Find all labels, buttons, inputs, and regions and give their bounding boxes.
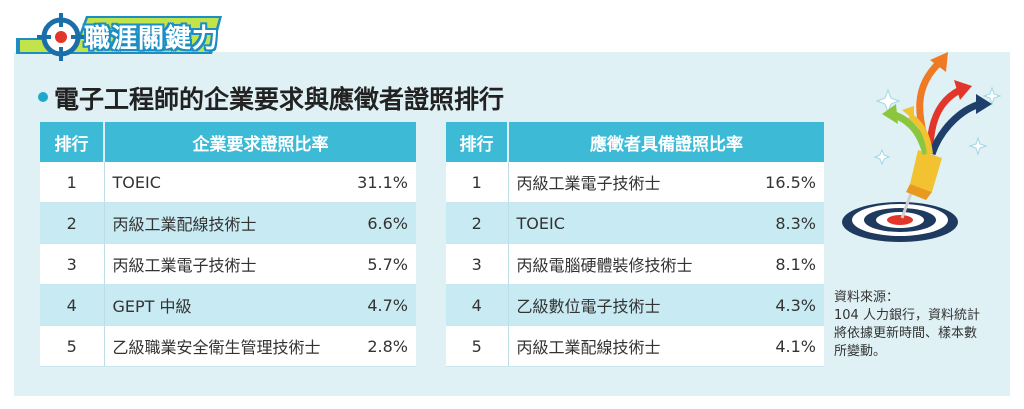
- bullet-icon: [38, 92, 48, 102]
- pct-cell: 8.1%: [744, 243, 824, 285]
- header-rank: 排行: [446, 122, 509, 162]
- rank-cell: 3: [40, 243, 105, 285]
- cert-cell: 丙級工業配線技術士: [104, 202, 342, 244]
- crosshair-icon: [37, 13, 85, 61]
- rank-cell: 4: [446, 284, 509, 326]
- cert-cell: TOEIC: [104, 162, 342, 203]
- cert-cell: 乙級職業安全衛生管理技術士: [104, 325, 342, 367]
- table-row: 3 丙級工業電子技術士 5.7%: [40, 243, 416, 285]
- source-text: 104 人力銀行，資料統計將依據更新時間、樣本數所變動。: [834, 308, 980, 359]
- cert-cell: 丙級工業電子技術士: [104, 243, 342, 285]
- rank-cell: 2: [446, 202, 509, 244]
- banner-title: 職涯關鍵力: [84, 24, 220, 54]
- section-title: 電子工程師的企業要求與應徵者證照排行: [38, 80, 504, 116]
- table-header-row: 排行 企業要求證照比率: [40, 122, 416, 162]
- table-row: 1 TOEIC 31.1%: [40, 162, 416, 203]
- cert-cell: GEPT 中級: [104, 284, 342, 326]
- rank-cell: 5: [40, 325, 105, 367]
- rank-cell: 1: [446, 162, 509, 203]
- pct-cell: 4.3%: [744, 284, 824, 326]
- header-item: 企業要求證照比率: [104, 122, 416, 162]
- table-row: 5 乙級職業安全衛生管理技術士 2.8%: [40, 325, 416, 367]
- pct-cell: 5.7%: [342, 243, 416, 285]
- pct-cell: 4.7%: [342, 284, 416, 326]
- applicant-certificate-table: 排行 應徵者具備證照比率 1 丙級工業電子技術士 16.5% 2 TOEIC 8…: [446, 122, 824, 367]
- cert-cell: TOEIC: [508, 202, 744, 244]
- cert-cell: 乙級數位電子技術士: [508, 284, 744, 326]
- pct-cell: 4.1%: [744, 325, 824, 367]
- table-header-row: 排行 應徵者具備證照比率: [446, 122, 824, 162]
- source-label: 資料來源：: [834, 290, 900, 305]
- pct-cell: 31.1%: [342, 162, 416, 203]
- employer-requirement-table: 排行 企業要求證照比率 1 TOEIC 31.1% 2 丙級工業配線技術士 6.…: [40, 122, 416, 367]
- header-rank: 排行: [40, 122, 105, 162]
- pct-cell: 8.3%: [744, 202, 824, 244]
- table-row: 5 丙級工業配線技術士 4.1%: [446, 325, 824, 367]
- cert-cell: 丙級工業電子技術士: [508, 162, 744, 203]
- banner: 職涯關鍵力: [16, 12, 230, 61]
- header-item: 應徵者具備證照比率: [508, 122, 824, 162]
- source-note: 資料來源： 104 人力銀行，資料統計將依據更新時間、樣本數所變動。: [834, 289, 984, 361]
- rank-cell: 4: [40, 284, 105, 326]
- cert-cell: 丙級工業配線技術士: [508, 325, 744, 367]
- table-row: 2 TOEIC 8.3%: [446, 202, 824, 244]
- table-row: 4 GEPT 中級 4.7%: [40, 284, 416, 326]
- target-arrows-illustration: [842, 52, 1002, 242]
- cert-cell: 丙級電腦硬體裝修技術士: [508, 243, 744, 285]
- table-row: 2 丙級工業配線技術士 6.6%: [40, 202, 416, 244]
- rank-cell: 1: [40, 162, 105, 203]
- pct-cell: 2.8%: [342, 325, 416, 367]
- pct-cell: 6.6%: [342, 202, 416, 244]
- table-row: 1 丙級工業電子技術士 16.5%: [446, 162, 824, 203]
- section-title-text: 電子工程師的企業要求與應徵者證照排行: [54, 85, 505, 114]
- rank-cell: 5: [446, 325, 509, 367]
- table-row: 4 乙級數位電子技術士 4.3%: [446, 284, 824, 326]
- pct-cell: 16.5%: [744, 162, 824, 203]
- table-row: 3 丙級電腦硬體裝修技術士 8.1%: [446, 243, 824, 285]
- rank-cell: 3: [446, 243, 509, 285]
- rank-cell: 2: [40, 202, 105, 244]
